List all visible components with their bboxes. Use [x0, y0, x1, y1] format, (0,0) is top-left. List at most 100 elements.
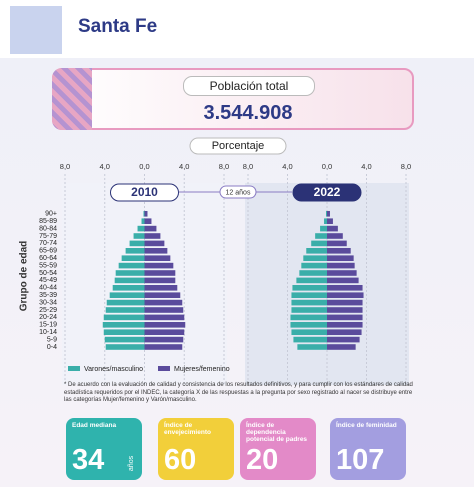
age-label: 50-54 [39, 270, 57, 277]
age-label: 90+ [45, 211, 57, 218]
bar [144, 344, 183, 350]
bar [144, 233, 161, 239]
indicator-value: 20 [246, 444, 279, 476]
bar [105, 307, 145, 313]
indicator-value: 107 [336, 444, 385, 476]
bar [327, 299, 363, 306]
x-tick-label: 8,0 [60, 162, 70, 171]
indicator-card: Índice de feminidad 107 [330, 418, 406, 480]
bar [144, 218, 152, 224]
bar [327, 314, 363, 321]
indicator-value: 60 [164, 444, 197, 476]
bar [104, 336, 145, 343]
map-icon [10, 6, 62, 54]
bar [327, 292, 364, 298]
x-tick-label: 4,0 [100, 162, 110, 171]
bar [327, 248, 351, 254]
age-label: 60-64 [39, 255, 57, 262]
bar [103, 329, 145, 335]
bar [102, 322, 145, 328]
bar [291, 299, 327, 306]
bar [121, 255, 145, 261]
province-title: Santa Fe [78, 16, 158, 37]
indicator-label: Índice de envejecimiento [164, 422, 211, 436]
bar [306, 248, 327, 254]
bar [144, 299, 183, 306]
bar [290, 314, 327, 321]
bar [327, 336, 360, 343]
bar [144, 292, 181, 298]
bar [133, 233, 145, 239]
bar [112, 285, 145, 291]
x-tick-label: 0,0 [139, 162, 149, 171]
bar [109, 292, 145, 298]
bar [327, 329, 362, 335]
age-label: 80-84 [39, 225, 57, 232]
age-label: 40-44 [39, 285, 57, 292]
bar [327, 240, 347, 247]
bar [320, 225, 327, 232]
age-label: 5-9 [47, 336, 57, 343]
age-label: 55-59 [39, 262, 57, 269]
legend-swatch [158, 366, 170, 371]
population-label: Población total [183, 76, 315, 96]
age-label: 65-69 [39, 248, 57, 255]
bar [106, 299, 145, 306]
bar [327, 262, 355, 269]
bar [144, 211, 148, 217]
bar [327, 225, 338, 232]
bar [327, 218, 333, 224]
population-value: 3.544.908 [203, 102, 293, 124]
bar [291, 292, 327, 298]
indicator-unit: años [128, 455, 136, 472]
age-label: 45-49 [39, 277, 57, 284]
indicator-label: Índice de feminidad [336, 422, 397, 429]
interval-label: 12 años [226, 189, 251, 196]
age-label: 75-79 [39, 233, 57, 240]
bar [327, 255, 354, 261]
bar [327, 285, 363, 291]
bar [327, 344, 356, 350]
age-label: 30-34 [39, 299, 57, 306]
indicator-card: Índice de envejecimiento 60 [158, 418, 234, 480]
bar [326, 211, 327, 217]
age-label: 20-24 [39, 314, 57, 321]
age-label: 25-29 [39, 307, 57, 314]
bar [290, 322, 327, 328]
bar [144, 329, 185, 335]
bar [143, 211, 145, 217]
indicator-value: 34 [72, 444, 105, 476]
x-tick-label: 8,0 [219, 162, 229, 171]
legend-label: Mujeres/femenino [174, 366, 230, 373]
indicator-card: Índice de dependencia potencial de padre… [240, 418, 316, 480]
bar [115, 270, 145, 276]
interval-pill [219, 185, 257, 199]
age-label: 35-39 [39, 292, 57, 299]
bar [144, 314, 185, 321]
bar [315, 233, 327, 239]
bar [301, 262, 327, 269]
bar [291, 329, 327, 335]
indicator-label: Índice de dependencia potencial de padre… [246, 422, 308, 443]
year-label: 2010 [131, 185, 158, 199]
x-tick-label: 4,0 [179, 162, 189, 171]
x-tick-label: 8,0 [401, 162, 411, 171]
bar [129, 240, 145, 247]
indicator-label: Edad mediana [72, 422, 117, 429]
bar [144, 270, 176, 276]
bar [293, 336, 327, 343]
bar [144, 322, 186, 328]
axis-title-box [189, 137, 287, 155]
bar [137, 225, 145, 232]
indicator-card: Edad mediana 34 años [66, 418, 142, 480]
age-label: 0-4 [47, 344, 57, 351]
bar [327, 277, 359, 284]
x-tick-label: 8,0 [243, 162, 253, 171]
x-tick-label: 4,0 [361, 162, 371, 171]
x-tick-label: 0,0 [322, 162, 332, 171]
bar [144, 248, 168, 254]
bar [105, 344, 145, 350]
legend-swatch [68, 366, 80, 371]
